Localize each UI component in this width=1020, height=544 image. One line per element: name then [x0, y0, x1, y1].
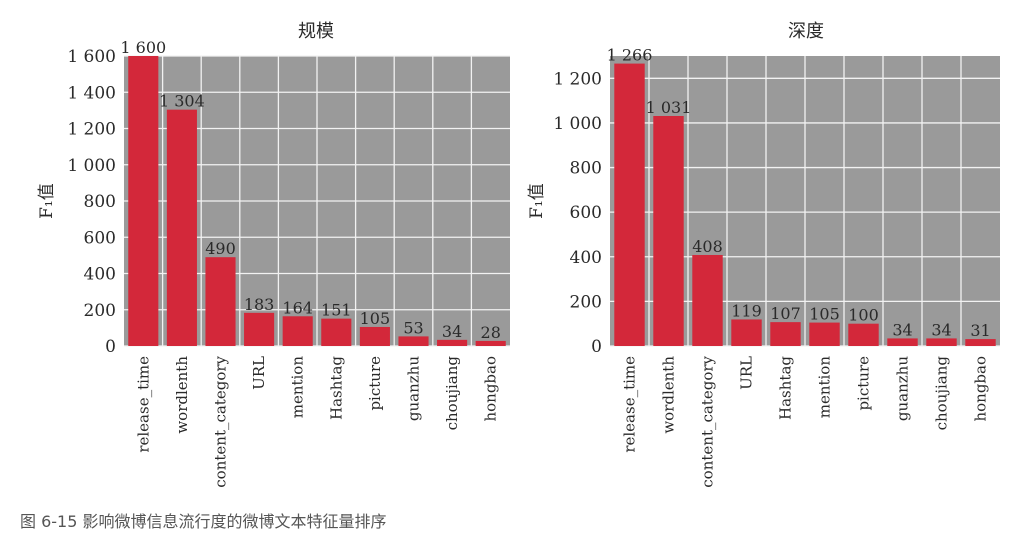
x-category-label: Hashtag [777, 356, 795, 420]
x-category-label: Hashtag [327, 356, 345, 420]
bar-value-label: 1 600 [120, 38, 166, 57]
y-tick-label: 0 [591, 337, 602, 357]
bar [692, 254, 723, 346]
bar-value-label: 1 304 [159, 92, 205, 111]
y-tick-label: 1 000 [553, 114, 602, 134]
bar [731, 319, 762, 346]
x-category-label: URL [738, 356, 756, 390]
y-tick-label: 600 [570, 203, 602, 223]
bar [437, 339, 468, 346]
x-category-label: mention [289, 356, 307, 419]
bar [166, 109, 197, 347]
bar [205, 257, 236, 346]
bar-value-label: 490 [205, 239, 236, 258]
bar-value-label: 183 [244, 295, 275, 314]
bar [809, 322, 840, 346]
y-tick-label: 1 400 [67, 83, 116, 103]
y-tick-label: 1 600 [67, 47, 116, 67]
bar-value-label: 34 [442, 322, 462, 341]
y-tick-label: 1 000 [67, 156, 116, 176]
y-tick-label: 400 [570, 248, 602, 268]
x-category-label: choujiang [933, 356, 951, 431]
x-category-label: picture [855, 356, 873, 411]
bar-value-label: 1 031 [646, 98, 692, 117]
bar [475, 340, 506, 346]
x-category-label: release_time [134, 356, 152, 453]
bar-value-label: 107 [770, 304, 801, 323]
y-tick-label: 400 [84, 265, 116, 285]
bar-value-label: 164 [282, 298, 313, 317]
chart-title: 深度 [788, 21, 824, 42]
y-tick-label: 1 200 [67, 120, 116, 140]
bar [653, 116, 684, 346]
chart-scale: 0 200 400 600 800 1 000 1 200 1 400 1 600 1 600 re… [37, 21, 510, 488]
bar-value-label: 34 [892, 320, 912, 339]
bar [887, 338, 918, 346]
x-category-label: content_category [699, 355, 717, 487]
bar [359, 326, 390, 346]
bar [398, 336, 429, 346]
x-category-label: mention [816, 356, 834, 419]
figure-caption: 图 6-15 影响微博信息流行度的微博文本特征量排序 [20, 512, 387, 531]
chart-depth: 0 200 400 600 800 1 000 1 200 1 266 release_time… [527, 21, 1000, 488]
chart-title: 规模 [298, 21, 334, 42]
x-category-label: hongbao [972, 356, 990, 422]
x-category-label: URL [250, 356, 268, 390]
x-category-label: choujiang [443, 356, 461, 431]
bar-value-label: 151 [321, 301, 352, 320]
y-tick-label: 600 [84, 228, 116, 248]
y-tick-label: 800 [570, 159, 602, 179]
y-tick-label: 200 [84, 301, 116, 321]
x-category-label: content_category [212, 355, 230, 487]
bar [965, 339, 996, 346]
x-category-label: guanzhu [405, 356, 423, 421]
bar [926, 338, 957, 346]
bar-value-label: 100 [848, 306, 879, 325]
bar-value-label: 105 [360, 309, 391, 328]
x-category-label: hongbao [482, 356, 500, 422]
y-tick-label: 0 [105, 337, 116, 357]
y-axis-label: F₁值 [37, 183, 57, 219]
y-tick-label: 800 [84, 192, 116, 212]
bar [321, 318, 352, 346]
x-category-label: picture [366, 356, 384, 411]
bar-value-label: 1 266 [607, 46, 653, 65]
y-tick-label: 1 200 [553, 69, 602, 89]
bar [128, 56, 159, 346]
bar-value-label: 53 [403, 318, 423, 337]
x-category-label: wordlenth [173, 356, 191, 434]
bar-value-label: 105 [809, 305, 840, 324]
y-tick-label: 200 [570, 292, 602, 312]
bar [848, 323, 879, 346]
figure-canvas: 0 200 400 600 800 1 000 1 200 1 400 1 600 1 600 re… [37, 21, 1000, 488]
bar-value-label: 119 [731, 301, 762, 320]
x-category-label: guanzhu [894, 356, 912, 421]
bar-value-label: 28 [481, 323, 501, 342]
x-category-label: release_time [621, 356, 639, 453]
bar [770, 322, 801, 346]
bar [282, 316, 313, 346]
bar-value-label: 31 [970, 321, 990, 340]
bar-value-label: 408 [692, 237, 723, 256]
bar [614, 63, 645, 346]
bar-value-label: 34 [931, 320, 951, 339]
x-category-label: wordlenth [660, 356, 678, 434]
bar [244, 312, 275, 346]
y-axis-label: F₁值 [527, 183, 547, 219]
